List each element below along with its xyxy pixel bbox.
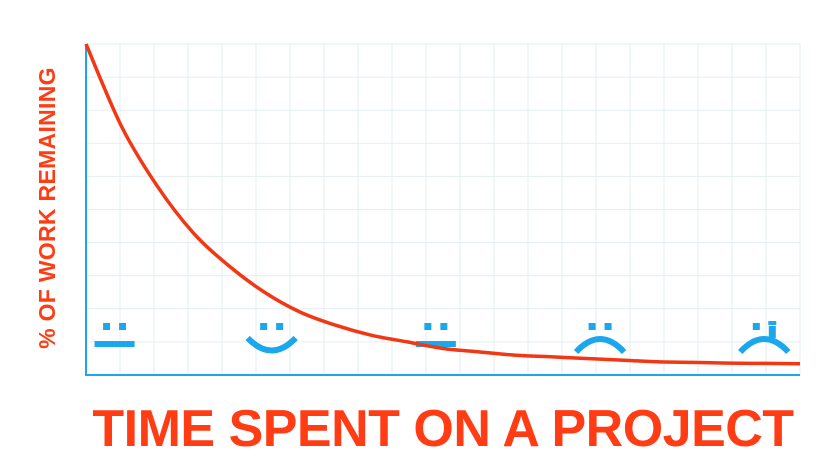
- sad-face-icon: [573, 323, 627, 355]
- grid: [85, 43, 801, 376]
- face-annotations: [94, 321, 791, 355]
- crying-face-icon: [738, 321, 791, 355]
- y-axis-label: % OF WORK REMAINING: [34, 67, 60, 349]
- work-remaining-line: [84, 43, 801, 366]
- neutral-face-icon: [94, 323, 135, 347]
- smiley-face-icon: [245, 323, 298, 354]
- x-axis-label: TIME SPENT ON A PROJECT: [92, 400, 794, 458]
- neutral-face-icon: [415, 323, 456, 347]
